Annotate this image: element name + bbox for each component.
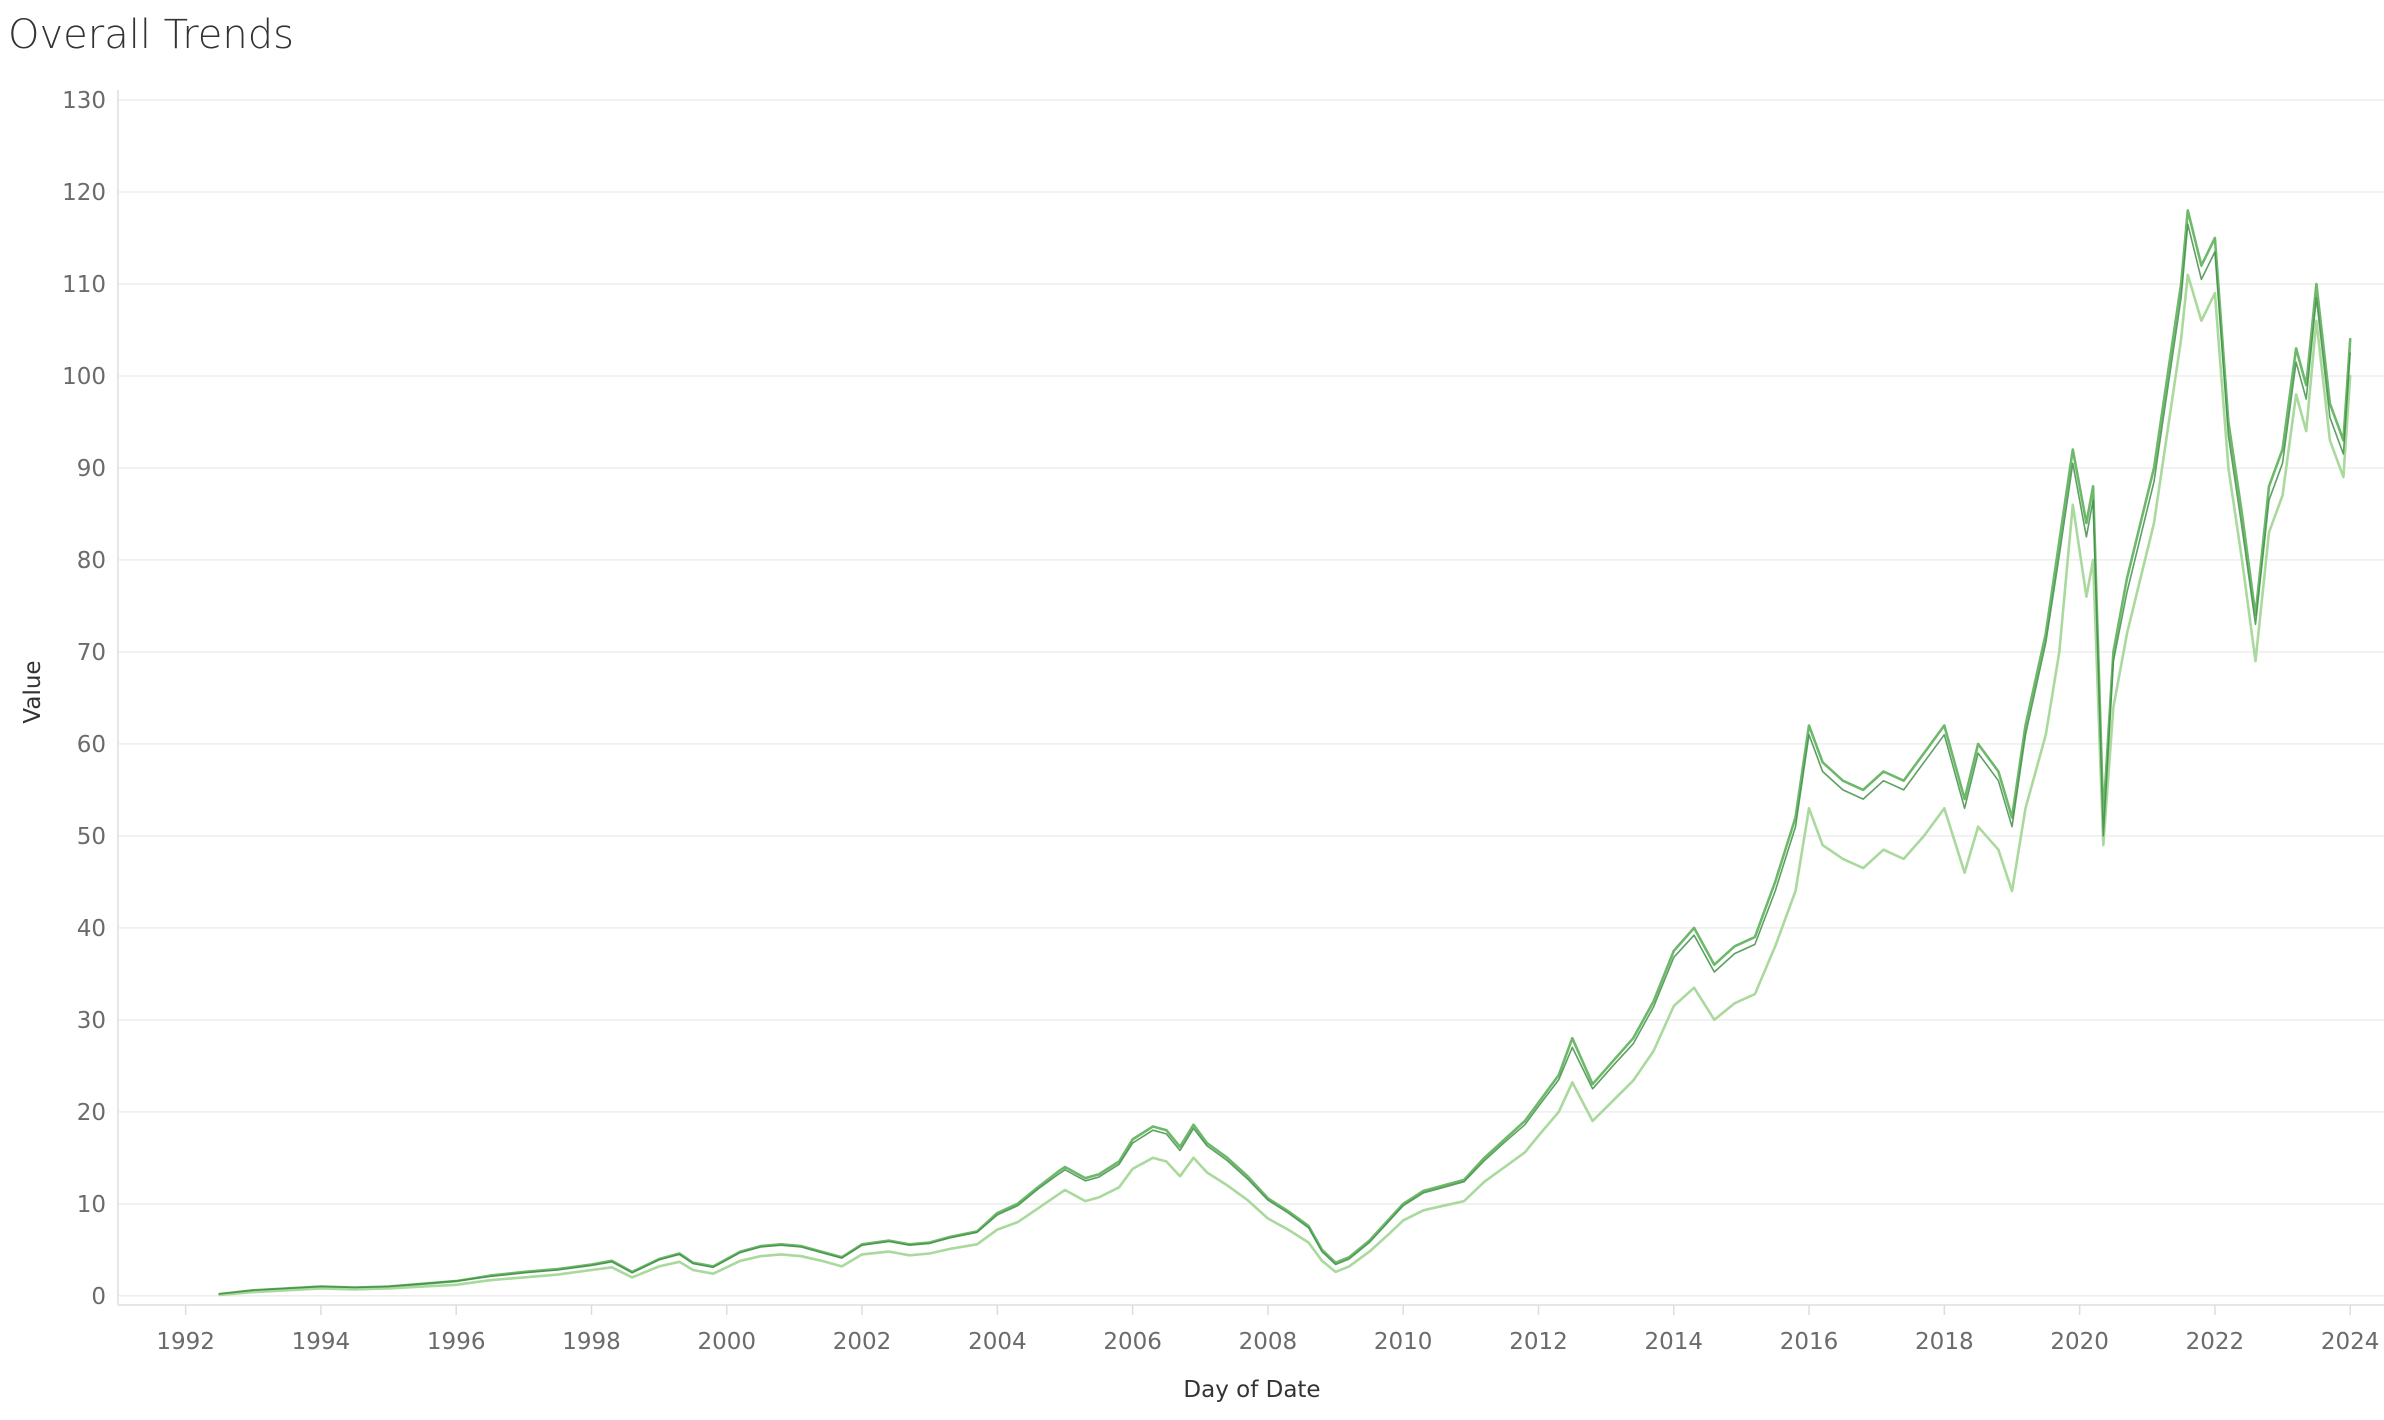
- x-tick-label: 2018: [1915, 1329, 1974, 1355]
- series-line-2: [218, 273, 2352, 1297]
- y-tick-label: 90: [77, 456, 106, 482]
- y-tick-label: 70: [77, 640, 106, 666]
- tick-labels: 0 10 20 30 40 50 60 70 80 90 100 110 120 130 1992 1994 1…: [62, 88, 2379, 1355]
- y-tick-label: 50: [77, 824, 106, 850]
- x-tick-label: 1992: [156, 1329, 215, 1355]
- y-tick-label: 80: [77, 548, 106, 574]
- series-lines: [218, 209, 2352, 1297]
- x-tick-label: 2006: [1103, 1329, 1162, 1355]
- x-tick-label: 1998: [562, 1329, 621, 1355]
- x-tick-label: 2008: [1239, 1329, 1298, 1355]
- x-tick-label: 2020: [2050, 1329, 2109, 1355]
- x-axis-title: Day of Date: [1183, 1377, 1320, 1403]
- y-tick-label: 120: [62, 180, 106, 206]
- x-tick-label: 2016: [1780, 1329, 1839, 1355]
- x-tick-label: 2022: [2186, 1329, 2245, 1355]
- x-tick-label: 2000: [698, 1329, 757, 1355]
- x-tick-label: 2012: [1509, 1329, 1568, 1355]
- chart-title: Overall Trends: [8, 12, 294, 58]
- x-tick-label: 1996: [427, 1329, 486, 1355]
- gridlines: [118, 99, 2384, 1297]
- x-tick-label: 2004: [968, 1329, 1027, 1355]
- axes: [117, 90, 2384, 1315]
- x-tick-label: 2024: [2321, 1329, 2380, 1355]
- x-tick-label: 2014: [1644, 1329, 1703, 1355]
- y-tick-label: 130: [62, 88, 106, 114]
- y-tick-label: 10: [77, 1192, 106, 1218]
- y-axis-title: Value: [20, 660, 46, 723]
- series-line-1: [218, 209, 2352, 1296]
- y-tick-label: 20: [77, 1100, 106, 1126]
- y-tick-label: 100: [62, 364, 106, 390]
- y-tick-label: 60: [77, 732, 106, 758]
- y-tick-label: 0: [91, 1284, 106, 1310]
- series-line-3: [218, 223, 2351, 1295]
- y-tick-label: 40: [77, 916, 106, 942]
- y-tick-label: 30: [77, 1008, 106, 1034]
- x-tick-label: 1994: [292, 1329, 351, 1355]
- x-tick-label: 2002: [833, 1329, 892, 1355]
- y-tick-label: 110: [62, 272, 106, 298]
- x-tick-label: 2010: [1374, 1329, 1433, 1355]
